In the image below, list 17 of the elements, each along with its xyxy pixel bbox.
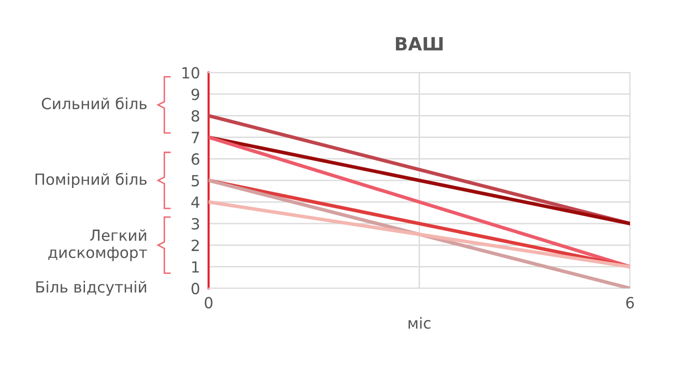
text: Легкий дискомфорт — [48, 229, 148, 262]
y-tick-label: 2 — [192, 240, 199, 251]
y-tick-label: 10 — [182, 67, 200, 79]
y-tick-label: 8 — [192, 110, 200, 122]
text: Біль відсутній — [36, 280, 146, 296]
y-tick-label: 5 — [192, 175, 199, 186]
text: Сильний біль — [42, 97, 147, 110]
y-tick-label: 0 — [192, 282, 200, 294]
y-tick-label: 1 — [192, 261, 199, 273]
y-tick-label: 9 — [192, 88, 200, 100]
chart-title: ВАШ — [396, 37, 443, 50]
y-tick-label: 7 — [192, 132, 199, 144]
y-tick-label: 4 — [191, 196, 200, 208]
text: Помірний біль — [36, 172, 147, 188]
y-tick-label: 6 — [192, 153, 200, 165]
y-tick-label: 3 — [192, 218, 200, 230]
x-axis-title: міс — [408, 316, 430, 329]
